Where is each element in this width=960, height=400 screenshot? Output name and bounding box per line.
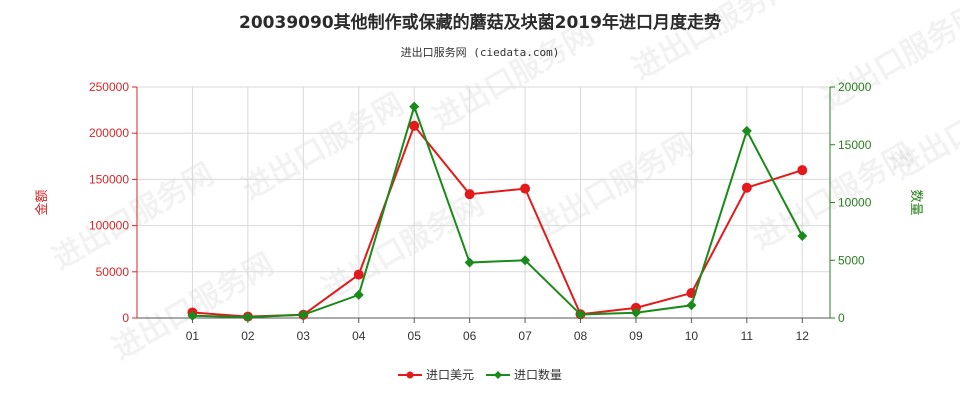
point-usd bbox=[409, 120, 420, 131]
point-usd bbox=[741, 182, 752, 193]
left-axis-title: 金额 bbox=[34, 189, 50, 215]
legend-label: 进口美元 bbox=[426, 368, 474, 382]
point-qty bbox=[187, 310, 198, 321]
x-tick-label: 01 bbox=[186, 329, 200, 343]
left-tick-label: 0 bbox=[122, 311, 129, 325]
series-line bbox=[192, 103, 804, 319]
point-qty bbox=[464, 257, 475, 268]
watermark-text: 进出口服务网 bbox=[427, 17, 600, 137]
x-tick-label: 11 bbox=[741, 329, 754, 343]
point-qty bbox=[409, 101, 420, 112]
left-tick-label: 250000 bbox=[89, 80, 129, 94]
right-axis-title: 数量 bbox=[908, 189, 923, 215]
watermark-text: 进出口服务网 bbox=[627, 0, 800, 87]
x-tick-label: 08 bbox=[574, 329, 588, 343]
watermark-text: 进出口服务网 bbox=[527, 127, 700, 247]
legend-marker bbox=[406, 371, 414, 379]
right-tick-label: 15000 bbox=[838, 138, 872, 152]
point-usd bbox=[797, 165, 808, 176]
legend-marker bbox=[494, 371, 502, 379]
point-usd bbox=[464, 189, 475, 200]
point-qty bbox=[242, 312, 253, 323]
point-qty bbox=[520, 255, 531, 266]
watermark-text: 进出口服务网 bbox=[47, 157, 220, 277]
point-qty bbox=[298, 309, 309, 320]
left-tick-label: 150000 bbox=[89, 172, 129, 186]
point-usd bbox=[520, 183, 531, 194]
x-tick-label: 06 bbox=[463, 329, 477, 343]
right-tick-label: 10000 bbox=[838, 196, 872, 210]
right-tick-label: 20000 bbox=[838, 80, 872, 94]
x-tick-label: 12 bbox=[796, 329, 810, 343]
right-tick-label: 5000 bbox=[838, 253, 865, 267]
x-tick-label: 05 bbox=[408, 329, 422, 343]
legend: 进口美元 进口数量 bbox=[398, 367, 562, 382]
x-tick-label: 07 bbox=[518, 329, 532, 343]
point-qty bbox=[630, 307, 641, 318]
left-tick-label: 200000 bbox=[89, 126, 129, 140]
point-qty bbox=[797, 230, 808, 241]
point-qty bbox=[353, 289, 364, 300]
watermark-text: 进出口服务网 bbox=[817, 0, 960, 117]
legend-label: 进口数量 bbox=[514, 367, 562, 382]
x-tick-label: 04 bbox=[352, 329, 366, 343]
point-qty bbox=[575, 309, 586, 320]
x-tick-label: 03 bbox=[297, 329, 311, 343]
x-tick-label: 02 bbox=[241, 329, 255, 343]
x-tick-label: 10 bbox=[685, 329, 699, 343]
left-tick-label: 50000 bbox=[96, 265, 130, 279]
point-qty bbox=[741, 125, 752, 136]
x-tick-label: 09 bbox=[629, 329, 643, 343]
chart-subtitle: 进出口服务网 (ciedata.com) bbox=[400, 46, 560, 59]
series-layer bbox=[187, 101, 808, 323]
point-qty bbox=[686, 300, 697, 311]
point-usd bbox=[353, 269, 364, 280]
right-tick-label: 0 bbox=[838, 311, 845, 325]
watermark-text: 进出口服务网 bbox=[887, 67, 960, 187]
watermark-text: 进出口服务网 bbox=[107, 247, 280, 367]
left-tick-label: 100000 bbox=[89, 219, 129, 233]
chart-title: 20039090其他制作或保藏的蘑菇及块菌2019年进口月度走势 bbox=[239, 13, 721, 33]
watermark-text: 进出口服务网 bbox=[237, 87, 410, 207]
